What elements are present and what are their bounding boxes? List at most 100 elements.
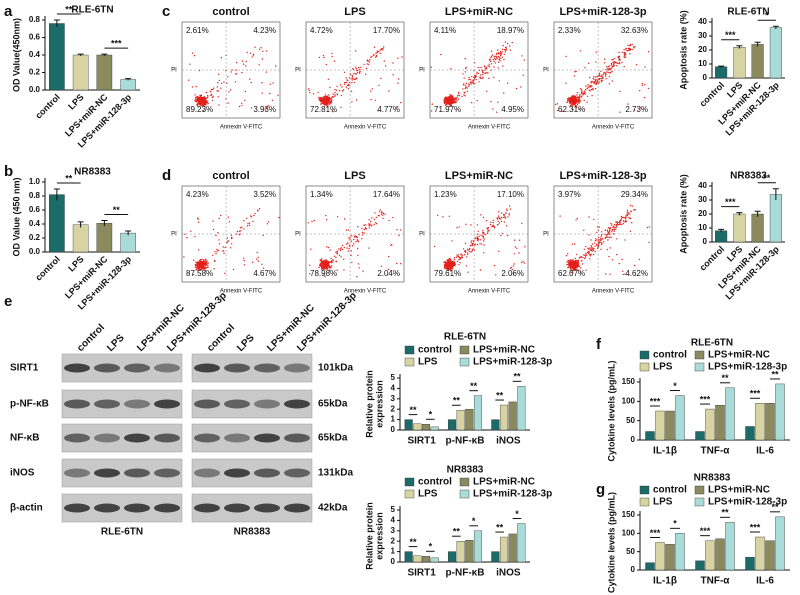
quadrant-percent: 72.81% bbox=[310, 105, 337, 114]
event-dot bbox=[568, 99, 571, 102]
event-dot bbox=[574, 243, 576, 245]
event-dot bbox=[591, 247, 593, 249]
event-dot bbox=[608, 83, 611, 85]
event-dot bbox=[472, 248, 474, 250]
event-dot bbox=[433, 245, 436, 248]
event-dot bbox=[448, 263, 451, 265]
event-dot bbox=[348, 81, 351, 84]
event-dot bbox=[195, 264, 198, 266]
x-tick-label: IL-6 bbox=[756, 446, 774, 457]
event-dot bbox=[623, 221, 625, 223]
event-dot bbox=[321, 264, 324, 267]
event-dot bbox=[328, 261, 330, 263]
event-dot bbox=[618, 59, 620, 61]
event-dot bbox=[623, 51, 625, 54]
y-tick-label: 0 bbox=[631, 565, 636, 574]
event-dot bbox=[199, 102, 201, 104]
event-dot bbox=[201, 266, 203, 269]
event-dot bbox=[616, 253, 618, 256]
event-dot bbox=[619, 219, 621, 222]
bar bbox=[775, 516, 785, 571]
event-dot bbox=[332, 93, 334, 95]
event-dot bbox=[624, 218, 627, 220]
event-dot bbox=[327, 268, 329, 270]
event-dot bbox=[587, 252, 590, 255]
event-dot bbox=[629, 48, 631, 50]
event-dot bbox=[577, 96, 579, 98]
event-dot bbox=[576, 105, 578, 107]
quadrant-percent: 32.63% bbox=[621, 26, 648, 35]
quadrant-percent: 89.23% bbox=[186, 105, 213, 114]
significance-label: *** bbox=[750, 522, 761, 532]
event-dot bbox=[377, 110, 379, 112]
quadrant-percent: 4.62% bbox=[625, 269, 648, 278]
event-dot bbox=[566, 261, 568, 263]
event-dot bbox=[497, 61, 500, 63]
y-tick-label: 0.4 bbox=[29, 50, 41, 59]
event-dot bbox=[467, 248, 469, 250]
event-dot bbox=[328, 98, 330, 101]
event-dot bbox=[369, 223, 372, 225]
event-dot bbox=[340, 106, 342, 109]
legend-swatch bbox=[404, 357, 415, 367]
cell-label: RLE-6TN bbox=[101, 527, 143, 538]
event-dot bbox=[634, 209, 636, 211]
event-dot bbox=[450, 96, 452, 98]
x-axis-label: Annexin V-FITC bbox=[344, 289, 387, 295]
bar bbox=[413, 555, 422, 563]
event-dot bbox=[236, 62, 238, 64]
lane-label: control bbox=[75, 322, 107, 354]
event-dot bbox=[381, 48, 383, 50]
event-dot bbox=[343, 269, 345, 271]
event-dot bbox=[597, 80, 599, 83]
event-dot bbox=[472, 80, 475, 82]
y-tick-label: 0 bbox=[391, 557, 396, 566]
panel-letter: c bbox=[162, 3, 170, 20]
event-dot bbox=[444, 101, 446, 103]
event-dot bbox=[589, 254, 591, 256]
event-dot bbox=[602, 74, 604, 76]
event-dot bbox=[340, 247, 342, 249]
event-dot bbox=[503, 214, 505, 216]
event-dot bbox=[324, 262, 327, 264]
event-dot bbox=[328, 104, 330, 106]
lane-label: LPS bbox=[235, 332, 257, 354]
event-dot bbox=[461, 254, 463, 257]
event-dot bbox=[504, 51, 506, 53]
blot-band bbox=[254, 363, 280, 373]
event-dot bbox=[326, 97, 329, 99]
event-dot bbox=[234, 81, 237, 83]
panel-letter: b bbox=[4, 163, 13, 180]
event-dot bbox=[594, 80, 596, 83]
event-dot bbox=[199, 97, 201, 100]
event-dot bbox=[329, 86, 331, 89]
x-tick-label: control bbox=[33, 92, 62, 121]
quadrant-percent: 62.07% bbox=[558, 269, 585, 278]
event-dot bbox=[578, 102, 580, 105]
event-dot bbox=[485, 66, 488, 69]
blot-band bbox=[254, 433, 280, 443]
event-dot bbox=[331, 261, 333, 264]
x-tick-label: SIRT1 bbox=[407, 568, 436, 579]
bar bbox=[695, 431, 705, 441]
error-bar bbox=[101, 53, 108, 56]
event-dot bbox=[624, 239, 626, 241]
event-dot bbox=[203, 96, 205, 98]
event-dot bbox=[344, 218, 346, 220]
event-dot bbox=[188, 79, 190, 81]
event-dot bbox=[212, 95, 214, 98]
event-dot bbox=[199, 99, 201, 101]
event-dot bbox=[573, 95, 575, 97]
event-dot bbox=[574, 101, 576, 104]
event-dot bbox=[490, 50, 493, 52]
event-dot bbox=[207, 102, 209, 105]
event-dot bbox=[231, 243, 233, 245]
event-dot bbox=[506, 42, 509, 45]
event-dot bbox=[598, 77, 600, 80]
event-dot bbox=[572, 266, 574, 268]
significance-label: *** bbox=[650, 528, 661, 538]
quadrant-percent: 2.33% bbox=[558, 26, 581, 35]
event-dot bbox=[611, 80, 613, 82]
event-dot bbox=[217, 249, 219, 252]
